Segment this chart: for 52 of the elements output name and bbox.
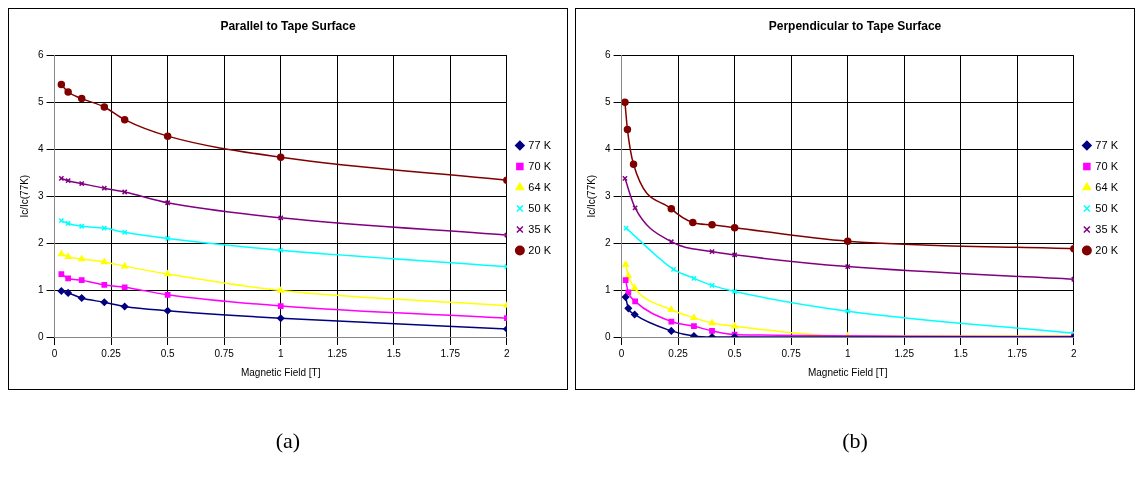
y-tick-label: 5 [605,96,611,108]
y-axis-title: Ic/Ic(77K) [18,174,30,218]
y-tick-label: 1 [605,283,611,295]
y-tick-label: 6 [605,49,611,61]
legend-label: 35 K [528,222,552,235]
text: (a) [274,428,302,454]
legend-label: 77 K [1095,138,1119,151]
x-tick-label: 0.5 [727,347,743,359]
x-tick-label: 1 [844,347,851,359]
x-tick-label: 0.5 [160,347,176,359]
x-tick-label: 1.25 [894,347,915,359]
x-axis-title: Magnetic Field [T] [240,366,321,378]
legend-label: 77 K [528,138,552,151]
legend-label: 20 K [528,243,552,256]
y-tick-label: 4 [605,143,611,155]
y-tick-label: 2 [38,236,44,248]
x-tick-label: 1.75 [440,347,461,359]
y-tick-label: 0 [38,330,44,342]
chart-title: Parallel to Tape Surface [220,18,356,33]
y-tick-label: 5 [38,96,44,108]
x-tick-label: 1.5 [953,347,969,359]
x-tick-label: 0.75 [781,347,802,359]
legend-label: 20 K [1095,243,1119,256]
x-tick-label: 2 [1071,347,1078,359]
x-tick-label: 0.25 [101,347,122,359]
legend-label: 50 K [1095,201,1119,214]
legend-label: 70 K [1095,159,1119,172]
y-tick-label: 0 [605,330,611,342]
x-tick-label: 2 [504,347,511,359]
x-tick-label: 1.25 [327,347,348,359]
chart-title: Perpendicular to Tape Surface [768,18,942,33]
legend-label: 70 K [528,159,552,172]
y-tick-label: 6 [38,49,44,61]
y-tick-label: 2 [605,236,611,248]
y-tick-label: 4 [38,143,44,155]
y-tick-label: 3 [605,189,611,201]
y-tick-label: 1 [38,283,44,295]
legend-label: 50 K [528,201,552,214]
x-tick-label: 0 [618,347,625,359]
x-tick-label: 1.5 [386,347,402,359]
legend-label: 35 K [1095,222,1119,235]
x-tick-label: 0.75 [214,347,235,359]
x-tick-label: 1.75 [1007,347,1028,359]
legend-label: 64 K [528,180,552,193]
y-axis-title: Ic/Ic(77K) [585,174,597,218]
text: (b) [841,428,869,454]
legend-label: 64 K [1095,180,1119,193]
x-tick-label: 0 [51,347,58,359]
x-tick-label: 0.25 [668,347,689,359]
y-tick-label: 3 [38,189,44,201]
x-axis-title: Magnetic Field [T] [807,366,888,378]
x-tick-label: 1 [277,347,284,359]
